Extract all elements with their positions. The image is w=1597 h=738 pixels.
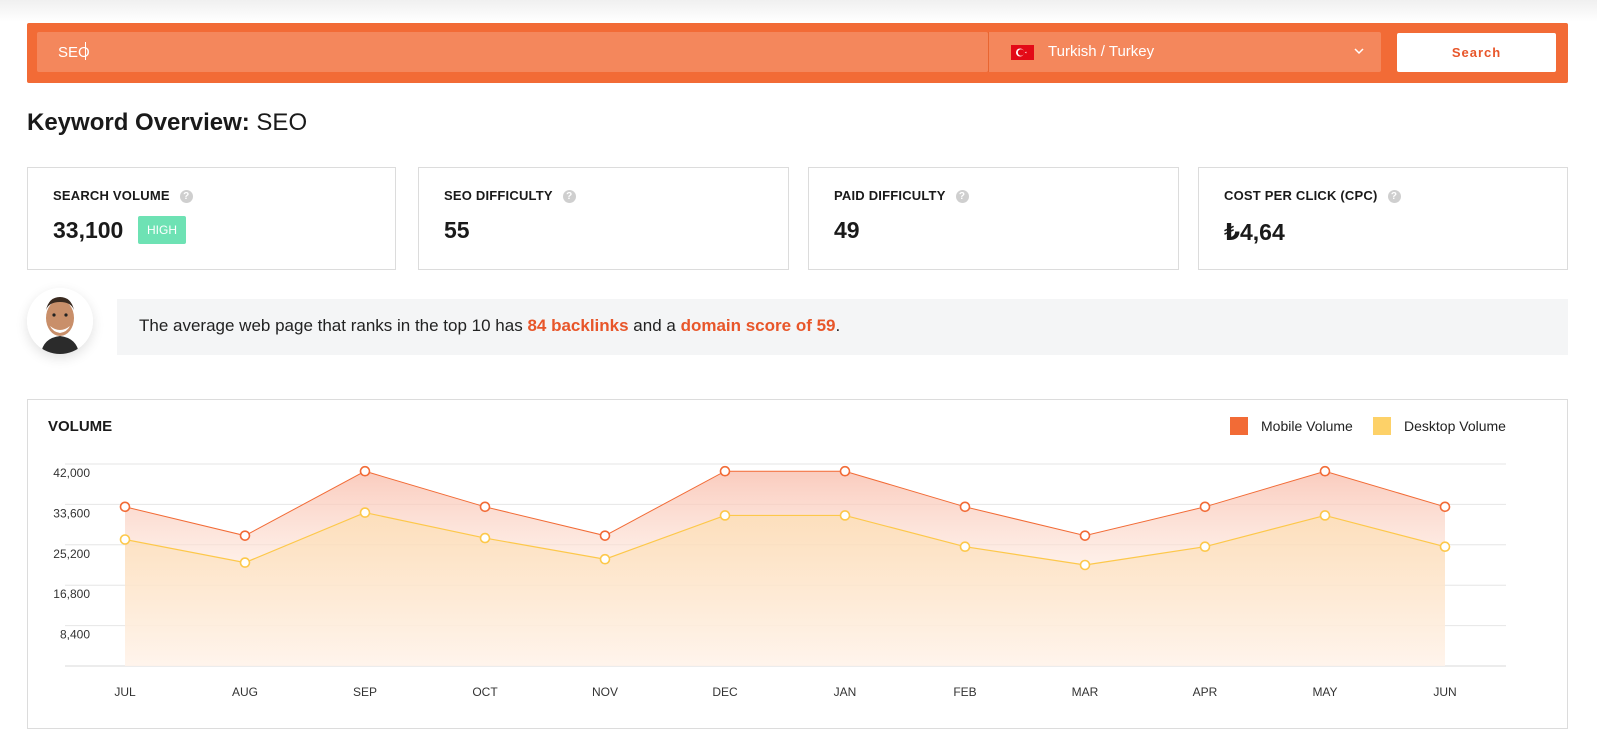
x-tick-label: MAR bbox=[1072, 685, 1099, 699]
y-tick-label: 8,400 bbox=[60, 628, 90, 642]
desktop-volume-line bbox=[124, 511, 1446, 566]
keyword-input[interactable] bbox=[37, 32, 988, 72]
page-title: Keyword Overview: SEO bbox=[27, 109, 307, 137]
mobile-volume-point bbox=[1439, 501, 1451, 513]
desktop-volume-point bbox=[239, 557, 251, 568]
volume-level-badge: HIGH bbox=[138, 216, 186, 244]
mobile-volume-point bbox=[239, 530, 251, 541]
avatar bbox=[27, 288, 93, 354]
desktop-volume-point bbox=[1319, 510, 1331, 521]
paid-difficulty-value: 49 bbox=[834, 217, 860, 243]
mobile-volume-point bbox=[719, 465, 731, 477]
y-tick-label: 42,000 bbox=[53, 466, 90, 480]
mobile-volume-point bbox=[1079, 530, 1091, 541]
mobile-volume-area bbox=[125, 471, 1445, 565]
language-select[interactable]: Turkish / Turkey bbox=[988, 32, 1381, 72]
x-tick-label: MAY bbox=[1312, 685, 1337, 699]
insight-text-before: The average web page that ranks in the t… bbox=[139, 316, 528, 335]
chevron-down-icon bbox=[1353, 44, 1365, 62]
x-tick-label: JAN bbox=[834, 685, 857, 699]
x-tick-label: OCT bbox=[472, 685, 498, 699]
chart-title: VOLUME bbox=[48, 418, 113, 435]
mobile-volume-point bbox=[839, 465, 851, 477]
desktop-volume-point bbox=[959, 541, 971, 553]
volume-chart: 8,400 16,800 25,200 33,600 42,000 JUL AUG SEP OC… bbox=[53, 463, 1506, 699]
search-volume-card-header: SEARCH VOLUME? bbox=[53, 188, 193, 203]
search-button[interactable]: Search bbox=[1397, 33, 1556, 72]
insight-banner: The average web page that ranks in the t… bbox=[117, 299, 1568, 355]
mobile-volume-point bbox=[1199, 501, 1211, 513]
text-caret bbox=[85, 42, 86, 60]
cpc-card-header: COST PER CLICK (CPC)? bbox=[1224, 188, 1401, 203]
language-label: Turkish / Turkey bbox=[1048, 43, 1155, 60]
cpc-label: COST PER CLICK (CPC) bbox=[1224, 188, 1378, 203]
desktop-volume-point bbox=[599, 553, 611, 565]
x-tick-label: NOV bbox=[592, 685, 618, 699]
y-tick-label: 33,600 bbox=[53, 506, 90, 520]
desktop-volume-point bbox=[1199, 541, 1211, 553]
desktop-volume-point bbox=[359, 507, 371, 518]
desktop-volume-point bbox=[719, 510, 731, 521]
help-icon[interactable]: ? bbox=[955, 190, 969, 203]
paid-difficulty-card-header: PAID DIFFICULTY? bbox=[834, 188, 969, 203]
seo-difficulty-card-header: SEO DIFFICULTY? bbox=[444, 188, 576, 203]
y-tick-label: 16,800 bbox=[53, 587, 90, 601]
x-tick-label: DEC bbox=[712, 685, 738, 699]
seo-difficulty-label: SEO DIFFICULTY bbox=[444, 188, 553, 203]
seo-difficulty-card: SEO DIFFICULTY? 55 bbox=[418, 167, 789, 270]
cpc-card: COST PER CLICK (CPC)? ₺4,64 bbox=[1198, 167, 1568, 270]
paid-difficulty-card: PAID DIFFICULTY? 49 bbox=[808, 167, 1179, 270]
mobile-volume-point bbox=[959, 501, 971, 513]
domain-score-highlight: domain score of 59 bbox=[680, 316, 836, 335]
page-title-prefix: Keyword Overview: bbox=[27, 109, 250, 136]
legend-swatch-mobile bbox=[1230, 417, 1248, 435]
desktop-volume-point bbox=[119, 534, 131, 545]
x-tick-label: SEP bbox=[353, 685, 377, 699]
page-title-keyword: SEO bbox=[256, 109, 308, 136]
mobile-volume-point bbox=[599, 530, 611, 541]
search-volume-card: SEARCH VOLUME? 33,100 HIGH bbox=[27, 167, 396, 270]
insight-text: The average web page that ranks in the t… bbox=[139, 316, 840, 336]
y-tick-label: 25,200 bbox=[53, 547, 90, 561]
top-fade bbox=[0, 0, 1597, 22]
backlinks-highlight: 84 backlinks bbox=[527, 316, 629, 335]
legend-label-desktop: Desktop Volume bbox=[1404, 418, 1506, 434]
legend-item-desktop[interactable]: Desktop Volume bbox=[1373, 417, 1506, 435]
x-tick-label: JUL bbox=[114, 685, 136, 699]
x-tick-label: AUG bbox=[232, 685, 258, 699]
x-tick-label: JUN bbox=[1433, 685, 1456, 699]
desktop-volume-point bbox=[1439, 541, 1451, 553]
volume-chart-panel: VOLUME Mobile Volume Desktop Volume 8,40… bbox=[27, 399, 1568, 729]
desktop-volume-area bbox=[125, 512, 1445, 666]
paid-difficulty-label: PAID DIFFICULTY bbox=[834, 188, 946, 203]
desktop-volume-point bbox=[1079, 559, 1091, 571]
mobile-volume-point bbox=[359, 465, 371, 477]
help-icon[interactable]: ? bbox=[1387, 190, 1401, 203]
help-icon[interactable]: ? bbox=[179, 190, 193, 203]
legend-label-mobile: Mobile Volume bbox=[1261, 418, 1353, 434]
mobile-volume-point bbox=[119, 501, 131, 513]
avatar-portrait-icon bbox=[27, 288, 93, 354]
turkey-flag-icon bbox=[1011, 45, 1034, 60]
desktop-volume-point bbox=[479, 532, 491, 544]
insight-text-after: . bbox=[835, 316, 841, 335]
search-volume-label: SEARCH VOLUME bbox=[53, 188, 170, 203]
mobile-volume-line bbox=[124, 470, 1446, 537]
search-bar: Turkish / Turkey Search bbox=[27, 23, 1568, 83]
search-volume-value: 33,100 bbox=[53, 217, 124, 243]
mobile-volume-point bbox=[479, 501, 491, 513]
legend-item-mobile[interactable]: Mobile Volume bbox=[1230, 417, 1353, 435]
x-tick-label: APR bbox=[1193, 685, 1218, 699]
help-icon[interactable]: ? bbox=[562, 190, 576, 203]
mobile-volume-point bbox=[1319, 465, 1331, 477]
x-tick-label: FEB bbox=[953, 685, 976, 699]
legend-swatch-desktop bbox=[1373, 417, 1391, 435]
desktop-volume-point bbox=[839, 510, 851, 521]
seo-difficulty-value: 55 bbox=[444, 217, 470, 243]
cpc-value: ₺4,64 bbox=[1224, 219, 1285, 245]
insight-text-middle: and a bbox=[628, 316, 681, 335]
